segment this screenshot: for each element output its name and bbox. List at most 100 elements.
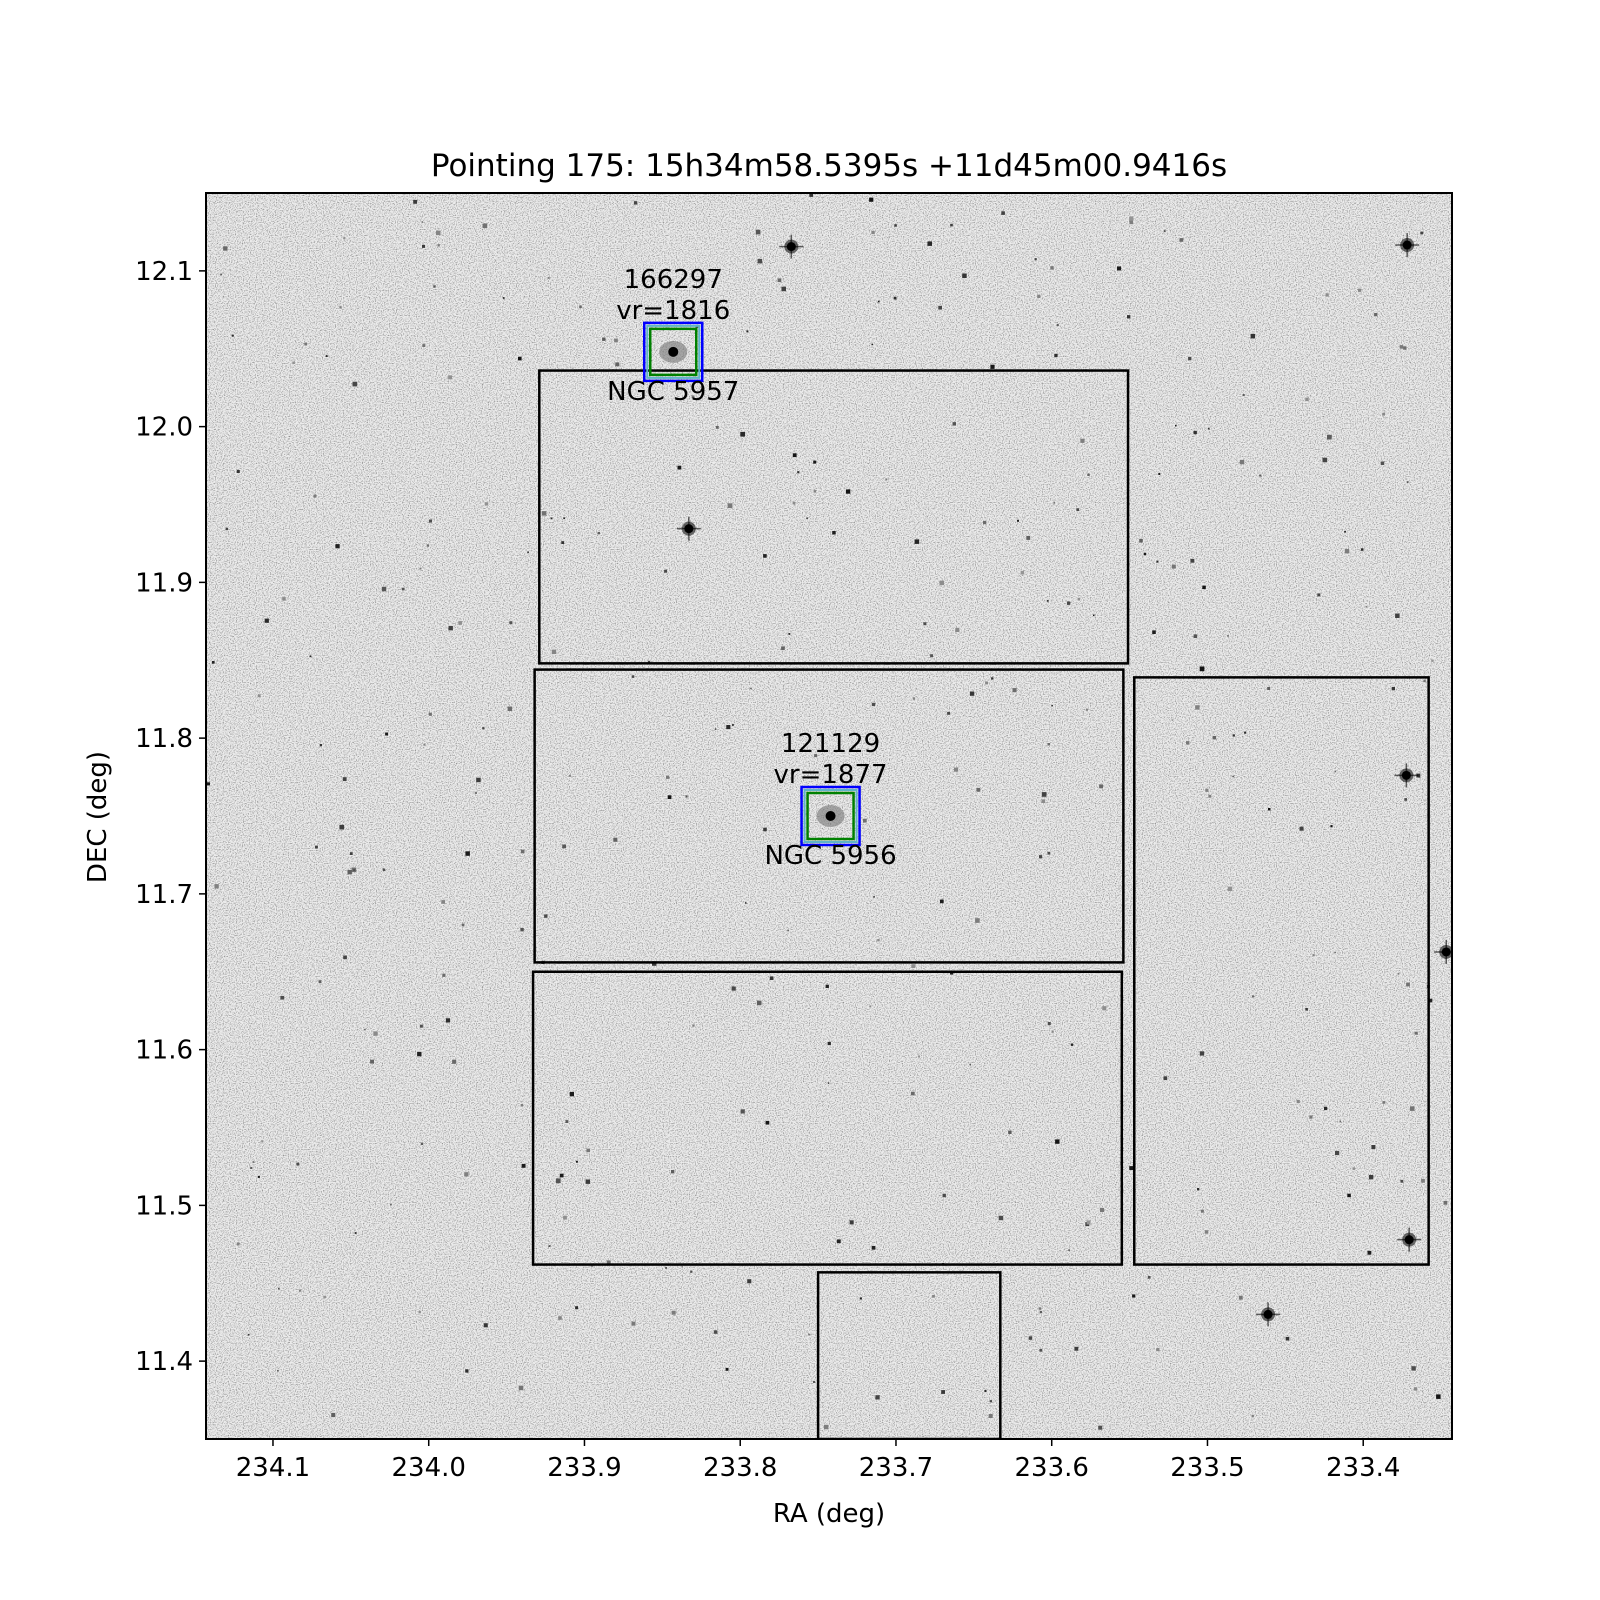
faint-star <box>225 527 229 531</box>
faint-star <box>1397 973 1400 975</box>
faint-star <box>1436 1394 1441 1399</box>
faint-star <box>875 1395 880 1400</box>
faint-star <box>323 1295 326 1299</box>
faint-star <box>428 712 432 716</box>
faint-star <box>1421 1178 1425 1183</box>
faint-star <box>1285 1336 1290 1341</box>
faint-star <box>597 531 600 535</box>
faint-star <box>1391 687 1395 691</box>
faint-star <box>1268 808 1271 811</box>
faint-star <box>1443 1201 1448 1205</box>
faint-star <box>1238 1295 1243 1300</box>
x-tick-label: 233.6 <box>1015 1453 1089 1483</box>
faint-star <box>206 782 210 786</box>
faint-star <box>465 1369 469 1373</box>
faint-star <box>1087 473 1090 476</box>
faint-star <box>507 706 513 711</box>
faint-star <box>1047 1022 1051 1026</box>
faint-star <box>631 675 635 678</box>
faint-star <box>1197 1188 1200 1191</box>
faint-star <box>304 342 308 346</box>
faint-star <box>1039 1348 1043 1352</box>
faint-star <box>869 197 874 202</box>
faint-star <box>563 517 565 520</box>
faint-star <box>969 691 975 696</box>
faint-star <box>370 1059 374 1064</box>
faint-star <box>575 1306 579 1310</box>
faint-star <box>548 1245 551 1247</box>
faint-star <box>1334 770 1337 773</box>
faint-star <box>561 541 565 544</box>
faint-star <box>527 551 529 554</box>
faint-star <box>1344 549 1350 554</box>
galaxy-box-mid <box>803 789 858 843</box>
faint-star <box>520 849 525 854</box>
faint-star <box>1296 1099 1300 1104</box>
faint-star <box>1208 794 1212 798</box>
faint-star <box>502 297 505 299</box>
faint-star <box>352 381 358 387</box>
faint-star <box>1001 211 1005 215</box>
faint-star <box>713 1330 718 1334</box>
faint-star <box>750 687 752 690</box>
faint-star <box>318 980 322 984</box>
faint-star <box>1400 1179 1404 1183</box>
faint-star <box>1227 635 1229 637</box>
faint-star <box>1193 430 1197 435</box>
faint-star <box>792 453 797 458</box>
faint-star <box>483 1323 488 1328</box>
x-tick-label: 233.8 <box>703 1453 777 1483</box>
faint-star <box>482 223 488 229</box>
faint-star <box>1077 597 1081 601</box>
faint-star <box>1156 1348 1160 1352</box>
faint-star <box>1312 954 1315 957</box>
faint-star <box>1202 585 1206 590</box>
faint-star <box>1038 1307 1042 1310</box>
faint-star <box>615 362 620 367</box>
chart-title: Pointing 175: 15h34m58.5395s +11d45m00.9… <box>431 148 1227 184</box>
faint-star <box>923 622 927 626</box>
faint-star <box>579 305 582 309</box>
faint-star <box>280 995 285 1000</box>
faint-star <box>871 702 876 707</box>
faint-star <box>1399 345 1404 349</box>
faint-star <box>755 229 761 235</box>
faint-star <box>1041 792 1047 797</box>
faint-star <box>1171 719 1174 721</box>
faint-star <box>252 1161 255 1163</box>
faint-star <box>385 732 389 736</box>
faint-star <box>1406 481 1409 483</box>
faint-star <box>1127 315 1131 319</box>
faint-star <box>1382 412 1385 416</box>
faint-star <box>1068 1249 1070 1252</box>
faint-star <box>401 587 405 591</box>
faint-star <box>1420 231 1424 235</box>
faint-star <box>465 851 470 856</box>
faint-star <box>247 1333 250 1336</box>
faint-star <box>364 1028 366 1031</box>
faint-star <box>725 1367 729 1371</box>
faint-star <box>282 597 286 601</box>
galaxy-box-inner <box>806 791 855 841</box>
faint-star <box>1066 601 1071 605</box>
y-tick-label: 11.5 <box>135 1191 193 1221</box>
faint-star <box>1347 1193 1351 1198</box>
faint-star <box>236 1242 240 1246</box>
faint-star <box>1051 704 1053 707</box>
faint-star <box>428 519 432 523</box>
faint-star <box>1085 708 1088 711</box>
faint-star <box>423 743 426 746</box>
faint-star <box>666 775 670 779</box>
faint-star <box>426 544 430 547</box>
faint-star <box>930 654 934 658</box>
faint-star <box>1008 1130 1012 1134</box>
faint-star <box>1334 951 1336 954</box>
faint-star <box>942 1193 946 1198</box>
faint-star <box>1175 424 1177 427</box>
faint-star <box>914 539 920 544</box>
faint-star <box>824 1424 829 1430</box>
faint-star <box>665 1267 667 1269</box>
faint-star <box>813 1380 816 1383</box>
faint-star <box>1041 799 1046 803</box>
